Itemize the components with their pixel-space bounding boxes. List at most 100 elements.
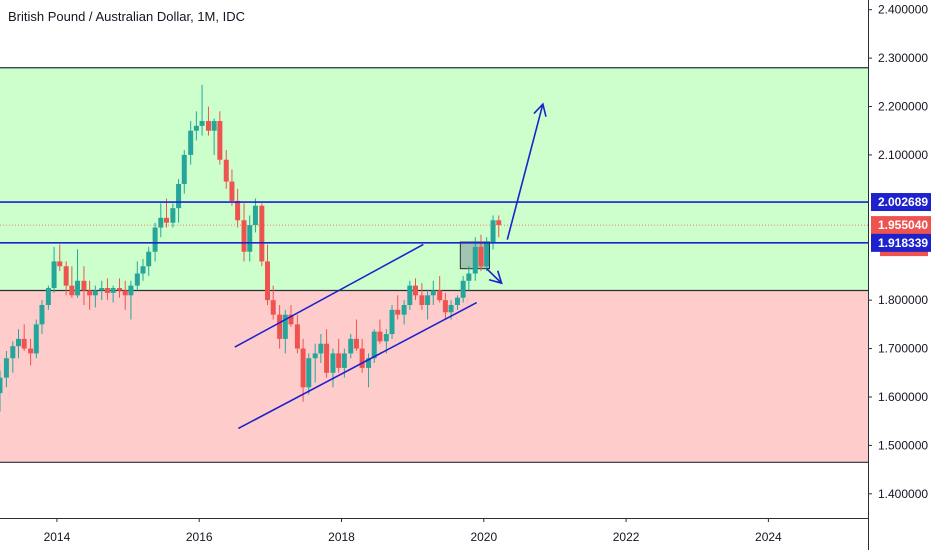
arrow-head [488, 270, 503, 285]
candle-45 [265, 244, 271, 305]
candle-1 [3, 350, 9, 388]
candle-body [330, 353, 336, 373]
current-price-label: 1.955040 [878, 218, 928, 232]
y-tick-label-6: 1.600000 [878, 390, 928, 404]
candle-body [57, 261, 63, 267]
candle-body [478, 246, 484, 267]
candle-body [45, 288, 51, 305]
candle-body [63, 266, 69, 286]
candle-27 [158, 203, 164, 238]
candle-body [3, 358, 9, 378]
candle-body [193, 125, 199, 131]
candle-body [460, 280, 466, 298]
candle-37 [217, 111, 223, 165]
candle-body [10, 346, 16, 359]
y-tick-label-0: 2.400000 [878, 3, 928, 17]
candle-60 [353, 319, 359, 351]
resistance-price-box [871, 193, 931, 212]
candle-30 [176, 179, 182, 223]
candle-body [336, 353, 342, 368]
candle-74 [437, 275, 443, 303]
candle-body [348, 338, 354, 354]
candle-body [158, 217, 164, 228]
candle-83 [490, 215, 496, 250]
candle-79 [466, 266, 472, 291]
candle-41 [241, 203, 247, 262]
candle-body [413, 285, 419, 296]
arrow-1 [486, 268, 503, 285]
candle-body [472, 246, 478, 274]
candle-body [282, 314, 288, 339]
x-tick-label-4: 2022 [613, 530, 640, 544]
candle-67 [395, 295, 401, 320]
candle-body [437, 290, 443, 301]
candle-body [152, 227, 158, 252]
candle-body [454, 297, 460, 305]
candle-52 [306, 353, 312, 395]
candle-73 [430, 280, 436, 305]
candle-body [0, 377, 3, 394]
candle-body [235, 200, 241, 221]
candle-body [442, 300, 448, 313]
candle-body [117, 288, 123, 291]
candle-75 [442, 292, 448, 320]
candle-body [312, 353, 318, 359]
candle-3 [15, 329, 21, 359]
support-price-box [871, 233, 931, 252]
candle-11 [63, 261, 69, 296]
candle-body [170, 208, 176, 223]
arrow-0 [506, 102, 547, 240]
candle-body [430, 290, 436, 296]
candle-body [341, 353, 347, 368]
candle-body [128, 285, 134, 296]
candle-72 [425, 290, 431, 320]
candle-body [122, 290, 128, 296]
candle-body [383, 334, 389, 342]
candle-body [496, 220, 502, 226]
candle-70 [413, 278, 419, 301]
candle-4 [21, 324, 27, 351]
x-tick-label-3: 2020 [470, 530, 497, 544]
candle-33 [193, 111, 199, 141]
candle-body [401, 304, 407, 315]
candle-body [229, 181, 235, 201]
candle-body [211, 121, 217, 131]
current-price-box [871, 216, 931, 235]
chart-title: British Pound / Australian Dollar, 1M, I… [8, 9, 245, 24]
candle-35 [205, 106, 211, 136]
candle-66 [389, 304, 395, 339]
candle-body [247, 225, 253, 252]
candle-20 [117, 278, 123, 298]
candle-26 [152, 222, 158, 262]
candle-body [140, 266, 146, 274]
candle-body [294, 324, 300, 349]
candle-body [199, 121, 205, 126]
y-tick-label-8: 1.400000 [878, 487, 928, 501]
candle-57 [336, 338, 342, 373]
candle-body [104, 288, 110, 293]
candle-body [395, 309, 401, 315]
candle-8 [45, 285, 51, 310]
candle-81 [478, 234, 484, 272]
candle-21 [122, 280, 128, 310]
candle-80 [472, 237, 478, 281]
zone-0 [0, 67, 868, 291]
candle-7 [39, 300, 45, 335]
candle-15 [87, 280, 93, 310]
candle-body [389, 309, 395, 335]
candle-body [110, 288, 116, 293]
candle-body [259, 205, 265, 262]
candle-56 [330, 348, 336, 388]
candle-36 [211, 118, 217, 155]
candle-body [51, 261, 57, 289]
y-tick-label-4: 1.800000 [878, 293, 928, 307]
y-tick-label-2: 2.200000 [878, 100, 928, 114]
candle-body [448, 304, 454, 313]
candle-50 [294, 314, 300, 354]
candle-body [217, 121, 223, 160]
candle-43 [252, 198, 258, 233]
candle-body [366, 358, 372, 368]
x-tick-label-2: 2018 [328, 530, 355, 544]
